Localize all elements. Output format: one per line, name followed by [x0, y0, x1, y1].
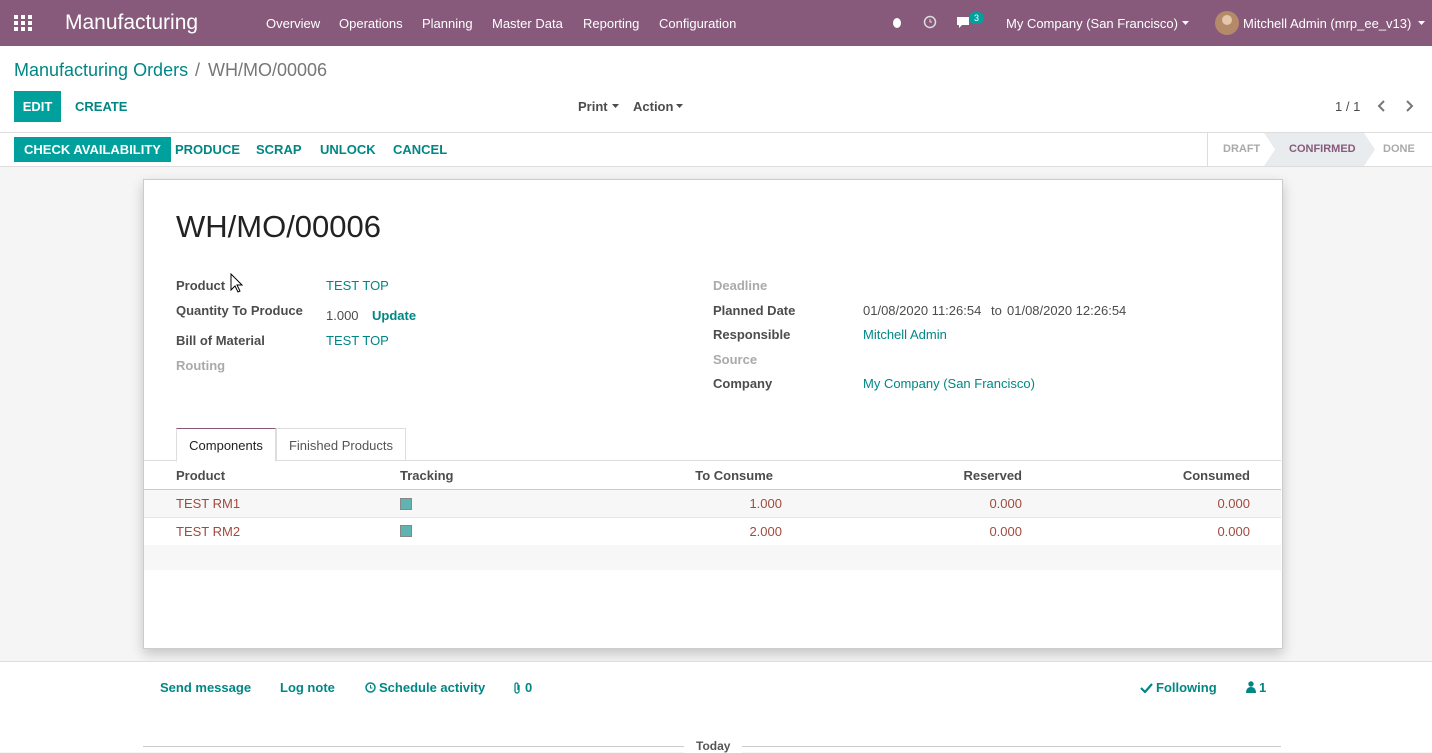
navbar: Manufacturing Overview Operations Planni… [0, 0, 1432, 46]
company-switcher[interactable]: My Company (San Francisco) [1006, 16, 1178, 31]
date-separator-label: Today [684, 739, 743, 753]
tracking-icon [400, 498, 412, 510]
tab-active[interactable]: Components [176, 428, 276, 462]
user-menu[interactable]: Mitchell Admin (mrp_ee_v13) [1243, 16, 1412, 31]
breadcrumb-separator: / [195, 60, 201, 80]
breadcrumb-link[interactable]: Manufacturing Orders [14, 60, 189, 80]
field-value[interactable]: Mitchell Admin [863, 327, 947, 342]
caret [676, 104, 683, 108]
app-name[interactable]: Manufacturing [65, 11, 199, 34]
user-icon [1246, 681, 1256, 693]
column-header: Reserved [963, 468, 1022, 483]
menu-item[interactable]: Operations [339, 16, 403, 31]
field-value[interactable]: TEST TOP [326, 333, 389, 348]
send-message[interactable]: Send message [160, 680, 252, 695]
field-label: Bill of Material [176, 333, 265, 348]
menu-item[interactable]: Reporting [583, 16, 640, 31]
check-availability-button[interactable]: CHECK AVAILABILITY [14, 137, 171, 162]
menu-item[interactable]: Planning [422, 16, 473, 31]
column-header: To Consume [695, 468, 773, 483]
following-button[interactable]: Following [1156, 680, 1217, 695]
stage-current: CONFIRMED [1289, 143, 1356, 155]
cell: 2.000 [749, 524, 782, 539]
clock-icon [365, 682, 376, 693]
field-label: Company [713, 376, 773, 391]
cell: 0.000 [989, 524, 1022, 539]
check-icon [1140, 683, 1153, 693]
mouse-cursor [230, 273, 244, 293]
cell: TEST RM2 [176, 524, 241, 539]
table-empty-row [144, 545, 1281, 570]
tab[interactable]: Finished Products [276, 428, 406, 461]
breadcrumb-current: WH/MO/00006 [208, 60, 328, 80]
activity-icon[interactable] [923, 15, 937, 29]
cell: 1.000 [749, 496, 782, 511]
column-header: Consumed [1182, 468, 1250, 483]
chat-icon[interactable] [956, 16, 972, 29]
menu-item[interactable]: Master Data [492, 16, 563, 31]
field-label: Responsible [713, 327, 791, 342]
stage-active-bg [1264, 133, 1375, 166]
date-separator: to [991, 303, 1002, 318]
pager: 1 / 1 [1335, 99, 1361, 114]
attachment-count[interactable]: 0 [525, 680, 533, 695]
avatar[interactable] [1214, 10, 1240, 36]
stage[interactable]: DRAFT [1223, 143, 1261, 155]
cell: 0.000 [1217, 496, 1250, 511]
unlock-button[interactable]: UNLOCK [320, 142, 376, 157]
field-label: Planned Date [713, 303, 796, 318]
create-button[interactable]: CREATE [75, 99, 128, 114]
produce-button[interactable]: PRODUCE [175, 142, 241, 157]
action-dropdown[interactable]: Action [633, 99, 674, 114]
field-label: Source [713, 352, 758, 367]
scrap-button[interactable]: SCRAP [256, 142, 302, 157]
apps-icon[interactable] [14, 15, 32, 31]
edit-button[interactable]: EDIT [14, 91, 61, 122]
chat-badge: 3 [969, 12, 985, 24]
field-value[interactable]: TEST TOP [326, 278, 389, 293]
cell: 0.000 [1217, 524, 1250, 539]
paperclip-icon [514, 682, 520, 694]
form-sheet [143, 179, 1283, 649]
statusbar [0, 133, 1432, 167]
field-label: Product [176, 278, 226, 293]
table-row[interactable] [144, 518, 1281, 545]
table-row[interactable] [144, 490, 1281, 518]
caret [612, 104, 619, 108]
schedule-activity[interactable]: Schedule activity [379, 680, 486, 695]
column-header: Product [176, 468, 226, 483]
debug-icon[interactable] [891, 16, 903, 29]
table-header-border [144, 489, 1281, 490]
field-value[interactable]: My Company (San Francisco) [863, 376, 1035, 391]
divider [1207, 133, 1208, 166]
cell: 0.000 [989, 496, 1022, 511]
caret [1418, 21, 1425, 25]
date-start: 01/08/2020 11:26:54 [863, 303, 982, 318]
date-end: 01/08/2020 12:26:54 [1007, 303, 1127, 318]
follower-count[interactable]: 1 [1259, 680, 1267, 695]
menu-item[interactable]: Configuration [659, 16, 737, 31]
field-label: Quantity To Produce [176, 303, 303, 318]
cell: TEST RM1 [176, 496, 241, 511]
field-label: Routing [176, 358, 226, 373]
stage[interactable]: DONE [1383, 143, 1415, 155]
pager-prev[interactable] [1377, 100, 1387, 112]
pager-next[interactable] [1404, 100, 1414, 112]
field-value: 1.000 [326, 308, 359, 323]
column-header: Tracking [400, 468, 454, 483]
record-title: WH/MO/00006 [176, 209, 382, 244]
update-button[interactable]: Update [372, 308, 417, 323]
control-panel [0, 46, 1432, 133]
menu-item[interactable]: Overview [266, 16, 321, 31]
chatter [0, 661, 1432, 752]
caret [1182, 21, 1189, 25]
log-note[interactable]: Log note [280, 680, 335, 695]
tracking-icon [400, 525, 412, 537]
cancel-button[interactable]: CANCEL [393, 142, 448, 157]
field-label: Deadline [713, 278, 768, 293]
print-dropdown[interactable]: Print [578, 99, 608, 114]
tab-border [144, 460, 1281, 461]
